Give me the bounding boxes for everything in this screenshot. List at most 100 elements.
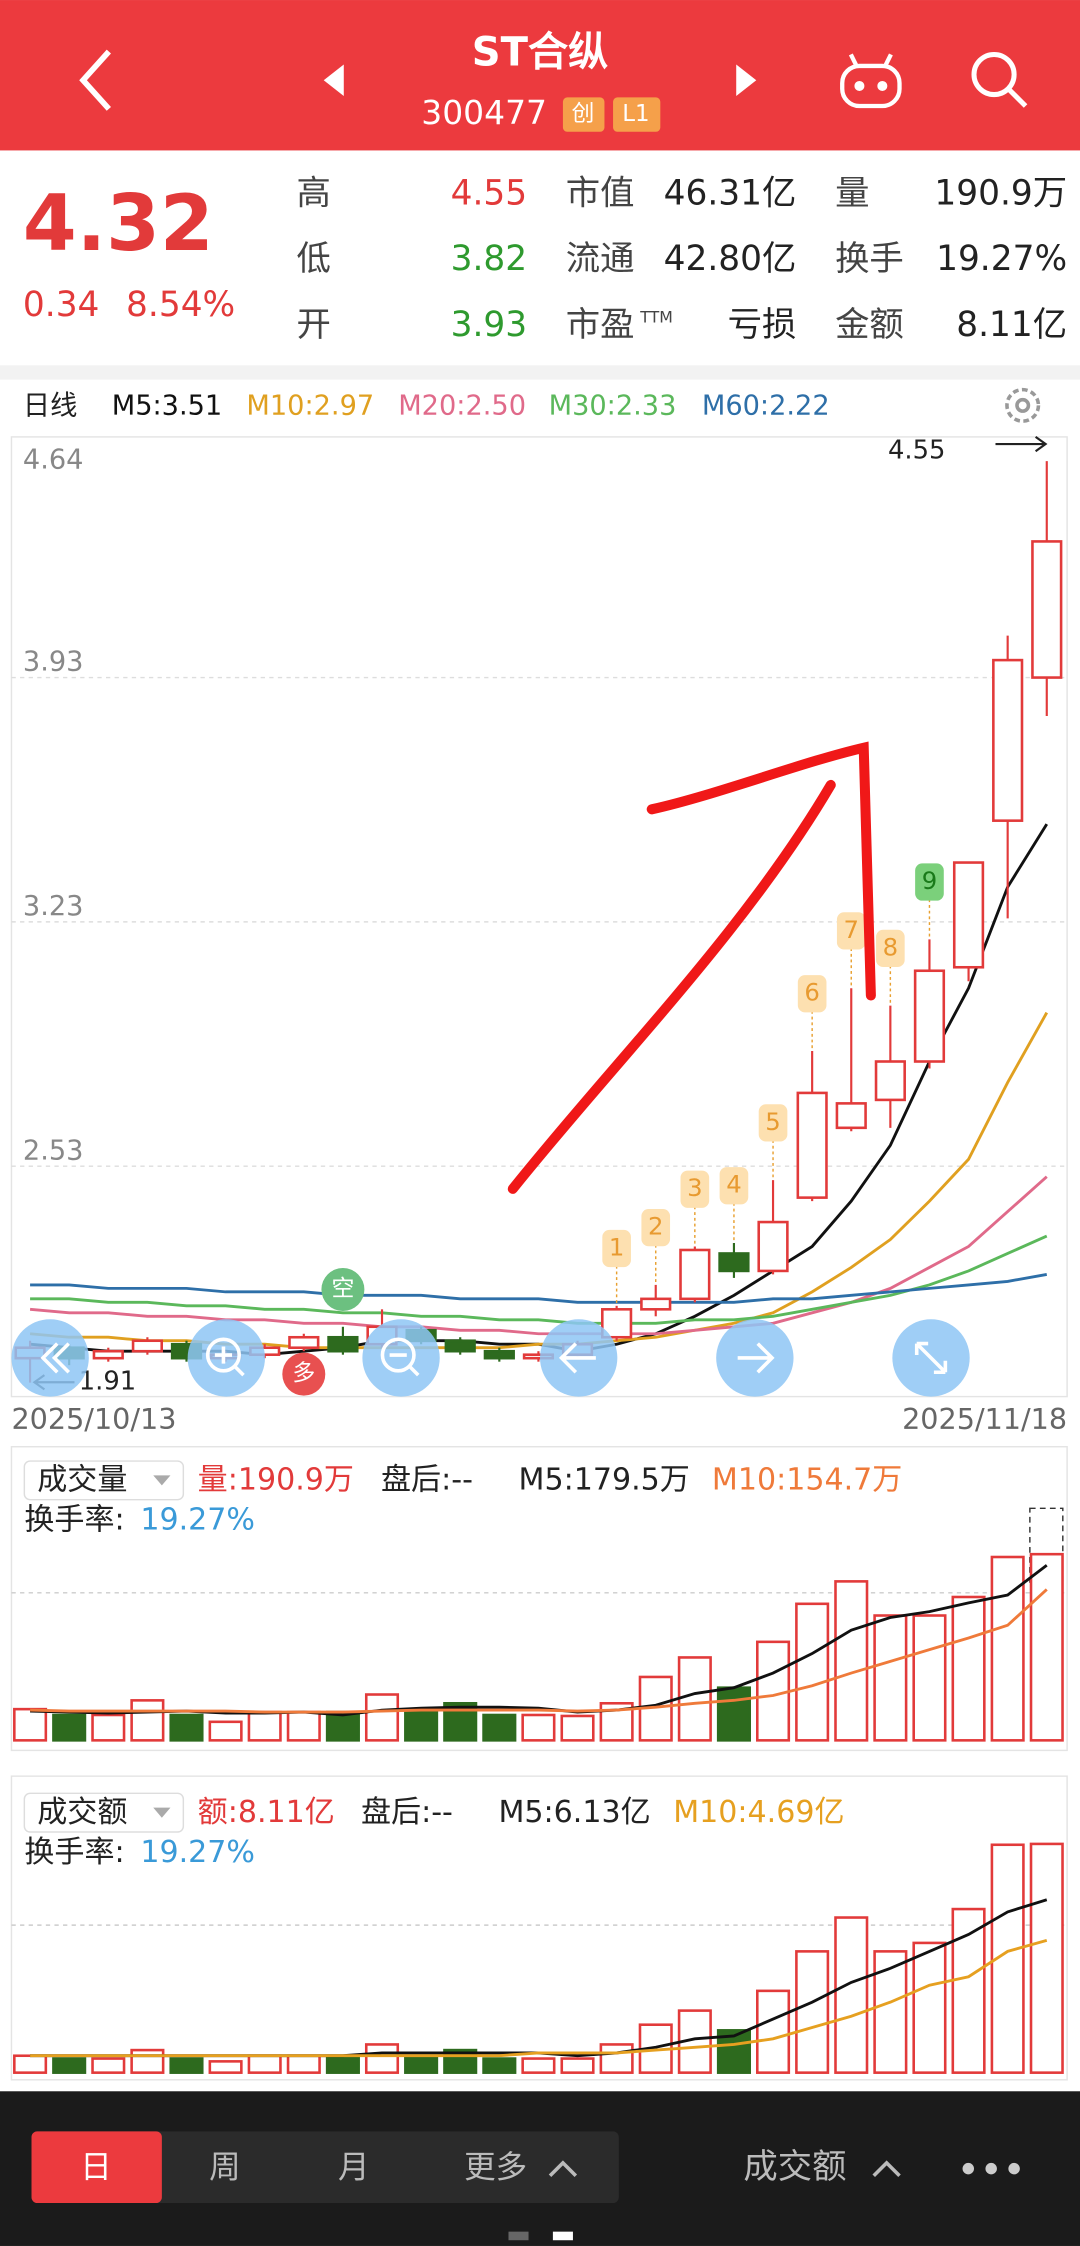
signal-badge [641,1208,671,1247]
candle-body [1031,540,1063,679]
more-menu[interactable] [962,2162,1020,2175]
stat-value: 190.9万 [934,173,1067,213]
x-tick-label: 2025/10/13 [11,1402,176,1436]
next-stock[interactable] [736,64,757,96]
bar [91,1713,126,1742]
chevron [548,2160,578,2178]
candle-body [131,1339,164,1353]
bar [756,1989,791,2074]
max-arrow [995,436,1048,453]
bar [834,1580,869,1742]
candle-body [444,1339,476,1353]
candle-body [679,1248,711,1301]
kline-chart: 4.64 3.93 3.23 2.53 2025/10/13 2025/11/18 多 空 12… [11,436,1067,1436]
signal-label: 3 [687,1173,702,1202]
bar [52,1713,87,1742]
volume-selector[interactable] [23,1460,185,1501]
level-badge: L1 [622,101,649,127]
badge-bg [562,97,605,132]
candle-body [757,1220,789,1273]
signal-badge [680,1170,710,1208]
tab-more[interactable]: 更多 [464,2150,527,2186]
control-icons [40,1337,948,1377]
turnover-value: 19.27% [140,1835,255,1870]
bar [91,2057,126,2074]
amount-selector[interactable] [23,1792,185,1833]
signal-badge [719,1167,749,1205]
search-icon[interactable] [971,51,1028,108]
bar [208,2060,243,2074]
ma-line [29,1175,1048,1336]
legend-entry: M20:2.50 [398,390,526,421]
signal-badge [758,1104,788,1142]
bar [130,1699,165,1742]
legend-entry: M60:2.22 [702,390,830,421]
min-label: 1.91 [79,1367,136,1397]
bar [912,1614,947,1742]
bar [247,2054,282,2074]
bar [521,2057,556,2074]
ma-line [30,1938,1048,2058]
signal-label: 2 [648,1212,664,1241]
robot-icon[interactable] [840,53,902,109]
page-indicator [552,2231,573,2241]
signal-badge [602,1229,631,1268]
stat-label: 流通 [566,239,635,279]
tab-month[interactable]: 月 [338,2150,370,2186]
back-button[interactable] [79,49,111,111]
chevron [872,2160,901,2178]
tab-day[interactable]: 日 [80,2150,112,2186]
ma-line [30,1588,1048,1714]
tab-week[interactable]: 周 [209,2150,241,2186]
stat-label: 高 [296,173,330,213]
bar [325,2054,360,2074]
candle-body [327,1335,359,1353]
y-tick-label: 3.93 [23,647,84,678]
bar [247,1710,282,1742]
dropdown-caret [153,1807,171,1818]
change-percent: 8.54% [126,285,235,325]
turnover-value: 19.27% [140,1503,255,1538]
settings-icon[interactable] [1005,387,1041,423]
stat-label: 换手 [835,239,904,279]
stat-label: 金额 [835,305,904,345]
panel-stat: 量:190.9万 [198,1463,354,1498]
turnover-label: 换手率: [24,1503,124,1538]
period-label: 日线 [23,390,77,421]
signal-badge [282,1352,326,1396]
bar [990,1555,1025,1742]
bar [364,2043,400,2074]
amount-frame [10,1775,1068,2081]
legend-entry: M10:2.97 [246,390,374,421]
signal-label: 9 [922,866,938,895]
y-tick-label: 4.64 [23,445,84,476]
bar [795,1602,830,1742]
bar [482,2057,517,2074]
prev-stock[interactable] [323,64,344,96]
indicator-select[interactable]: 成交额 [743,2147,846,2187]
bar [169,1713,204,1742]
legend-entry: M30:2.33 [549,390,677,421]
bar [482,1713,517,1742]
candle-body [483,1349,515,1360]
stat-value: 19.27% [936,239,1067,279]
bar [795,1950,830,2074]
bar [169,2057,204,2074]
bar [912,1941,947,2074]
panel-stat: M10:154.7万 [712,1463,902,1498]
bar [677,1656,712,1742]
candle-body [92,1349,124,1360]
bar [13,2054,48,2074]
bar [404,1710,439,1742]
max-label: 4.55 [888,436,945,466]
stat-label: 量 [835,173,869,213]
stock-name: ST合纵 [472,29,608,75]
bar [560,2057,595,2074]
stat-value: 亏损 [728,305,797,345]
candle-body [952,861,985,969]
separator [0,365,1080,380]
bar [521,1713,556,1742]
